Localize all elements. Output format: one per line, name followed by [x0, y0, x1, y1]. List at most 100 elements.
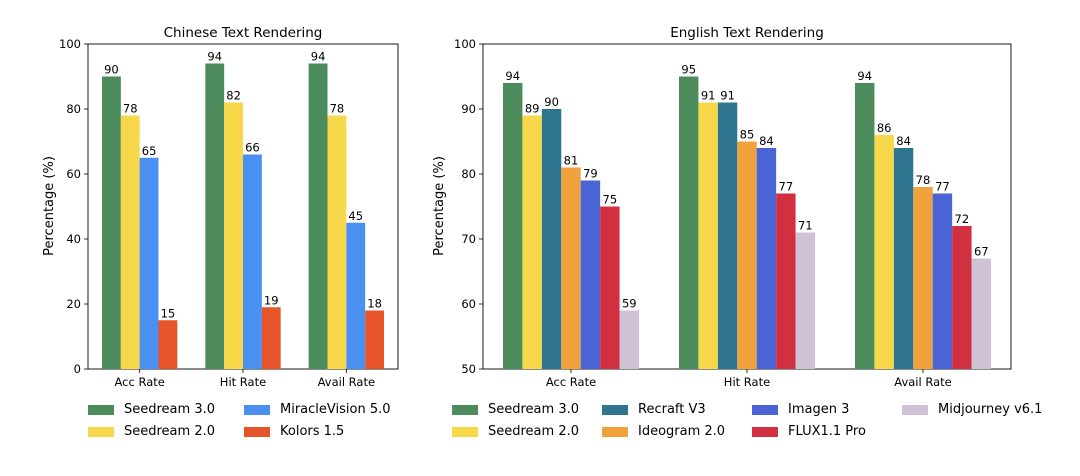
bar-value-label: 95 [681, 63, 696, 77]
legend-item: FLUX1.1 Pro [752, 424, 866, 439]
bar [893, 148, 914, 369]
legend-swatch [902, 404, 928, 415]
bar-value-label: 94 [857, 69, 872, 83]
y-tick-label: 20 [66, 297, 81, 311]
legend-swatch [752, 404, 778, 415]
legend-item: Midjourney v6.1 [902, 402, 1042, 417]
y-tick-label: 80 [461, 167, 476, 181]
bar [717, 102, 738, 369]
x-tick-label: Acc Rate [114, 375, 164, 389]
bar-value-label: 94 [311, 50, 326, 64]
legend-label: Kolors 1.5 [280, 424, 345, 439]
bar [243, 154, 262, 369]
legend-item: Ideogram 2.0 [602, 424, 725, 439]
bar-value-label: 90 [544, 95, 559, 109]
bar-value-label: 84 [759, 134, 774, 148]
legend-item: Imagen 3 [752, 402, 849, 417]
bar-value-label: 89 [525, 102, 540, 116]
legend-swatch [244, 404, 270, 415]
legend-label: MiracleVision 5.0 [280, 402, 391, 417]
bar [261, 307, 281, 369]
bar [619, 310, 639, 369]
y-tick-label: 60 [461, 297, 476, 311]
legend-swatch [602, 404, 628, 415]
bar [327, 115, 347, 369]
bar-value-label: 90 [104, 63, 119, 77]
legend-label: Midjourney v6.1 [938, 402, 1043, 417]
bar [795, 232, 815, 369]
bar [698, 102, 718, 369]
legend-item: Seedream 2.0 [88, 424, 215, 439]
bar [855, 83, 875, 369]
bar-value-label: 75 [603, 193, 618, 207]
legend-swatch [452, 404, 478, 415]
bar-value-label: 79 [583, 167, 598, 181]
y-tick-label: 80 [66, 102, 81, 116]
bar [522, 115, 542, 369]
bar-value-label: 78 [916, 173, 931, 187]
y-tick-label: 50 [461, 362, 476, 376]
legend-item: Recraft V3 [602, 402, 706, 417]
y-axis-label: Percentage (%) [432, 156, 447, 256]
bar [971, 258, 991, 369]
legend-label: Seedream 3.0 [124, 402, 215, 417]
legend-label: Seedream 3.0 [488, 402, 579, 417]
legend-item: Seedream 3.0 [452, 402, 579, 417]
bar [737, 141, 757, 369]
bar-value-label: 78 [330, 102, 345, 116]
bar [952, 226, 972, 369]
bar-value-label: 91 [701, 89, 716, 103]
legend-label: Seedream 2.0 [488, 424, 579, 439]
bar-value-label: 94 [505, 69, 520, 83]
bar [600, 206, 620, 369]
x-tick-label: Avail Rate [318, 375, 375, 389]
chart-title: Chinese Text Rendering [164, 25, 323, 41]
legend-label: Seedream 2.0 [124, 424, 215, 439]
bar [874, 135, 894, 369]
legend-label: FLUX1.1 Pro [788, 424, 866, 439]
legend-item: Seedream 3.0 [88, 402, 215, 417]
y-tick-label: 100 [454, 37, 476, 51]
chinese-text-rendering-chart: Chinese Text Rendering Percentage (%) 0 2… [42, 25, 399, 389]
legend-item: Seedream 2.0 [452, 424, 579, 439]
y-tick-label: 40 [66, 232, 81, 246]
bar [102, 76, 121, 369]
bar-value-label: 85 [740, 128, 755, 142]
legend-swatch [452, 426, 478, 437]
bar-value-label: 77 [935, 180, 950, 194]
x-tick-label: Acc Rate [546, 375, 596, 389]
bar [346, 222, 366, 369]
bar [580, 180, 601, 369]
y-tick-label: 90 [461, 102, 476, 116]
bar [365, 310, 384, 369]
legend-item: MiracleVision 5.0 [244, 402, 391, 417]
bar [679, 76, 699, 369]
bar [503, 83, 523, 369]
bar [205, 63, 225, 369]
bar-value-label: 81 [564, 154, 579, 168]
bar [561, 167, 581, 369]
bar [308, 63, 328, 369]
y-tick-label: 70 [461, 232, 476, 246]
legend-label: Ideogram 2.0 [638, 424, 726, 439]
x-tick-label: Avail Rate [894, 375, 951, 389]
bar-value-label: 71 [798, 219, 813, 233]
bar-value-label: 45 [348, 209, 363, 223]
bar [541, 109, 562, 369]
bar-value-label: 78 [123, 102, 138, 116]
bar-value-label: 19 [264, 293, 279, 307]
bar-value-label: 18 [367, 297, 382, 311]
bar-value-label: 77 [779, 180, 794, 194]
legend-swatch [752, 426, 778, 437]
bar-value-label: 15 [161, 306, 176, 320]
bar [932, 193, 953, 369]
bar-value-label: 66 [245, 141, 260, 155]
bar [158, 320, 178, 369]
legend-swatch [88, 404, 114, 415]
x-tick-label: Hit Rate [724, 375, 770, 389]
bar-value-label: 86 [877, 121, 892, 135]
bar-value-label: 65 [142, 144, 157, 158]
bar [120, 115, 140, 369]
y-tick-label: 60 [66, 167, 81, 181]
